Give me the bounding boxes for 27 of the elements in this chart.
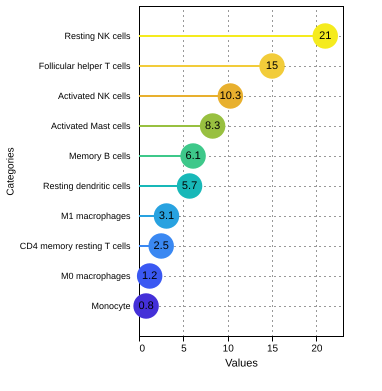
data-label: 6.1 [185, 150, 201, 162]
y-tick-label: Activated NK cells [58, 91, 131, 101]
x-tick-label: 15 [266, 344, 279, 354]
y-tick-label: CD4 memory resting T cells [20, 241, 131, 251]
x-axis-title: Values [225, 358, 258, 370]
data-label: 2.5 [154, 240, 169, 252]
x-tick-label: 0 [140, 344, 146, 354]
y-tick-label: M0 macrophages [60, 271, 131, 281]
y-tick-label: Activated Mast cells [50, 121, 131, 131]
x-tick-label: 10 [222, 344, 234, 354]
y-tick-label: Resting dendritic cells [42, 181, 131, 191]
data-label: 8.3 [204, 120, 220, 132]
data-label: 1.2 [142, 270, 158, 282]
y-tick-label: Follicular helper T cells [38, 61, 131, 71]
x-tick-label: 20 [311, 344, 323, 354]
data-label: 10.3 [220, 90, 242, 102]
x-tick-label: 5 [181, 344, 188, 354]
data-label: 21 [319, 30, 332, 42]
y-tick-label: M1 macrophages [60, 211, 131, 221]
data-label: 5.7 [182, 180, 198, 192]
y-tick-label: Monocyte [91, 301, 130, 311]
data-label: 0.8 [138, 300, 154, 312]
y-tick-label: Memory B cells [68, 151, 131, 161]
data-label: 15 [266, 60, 278, 72]
y-tick-label: Resting NK cells [64, 31, 131, 41]
y-axis-title: Categories [5, 147, 16, 196]
data-label: 3.1 [158, 210, 174, 222]
